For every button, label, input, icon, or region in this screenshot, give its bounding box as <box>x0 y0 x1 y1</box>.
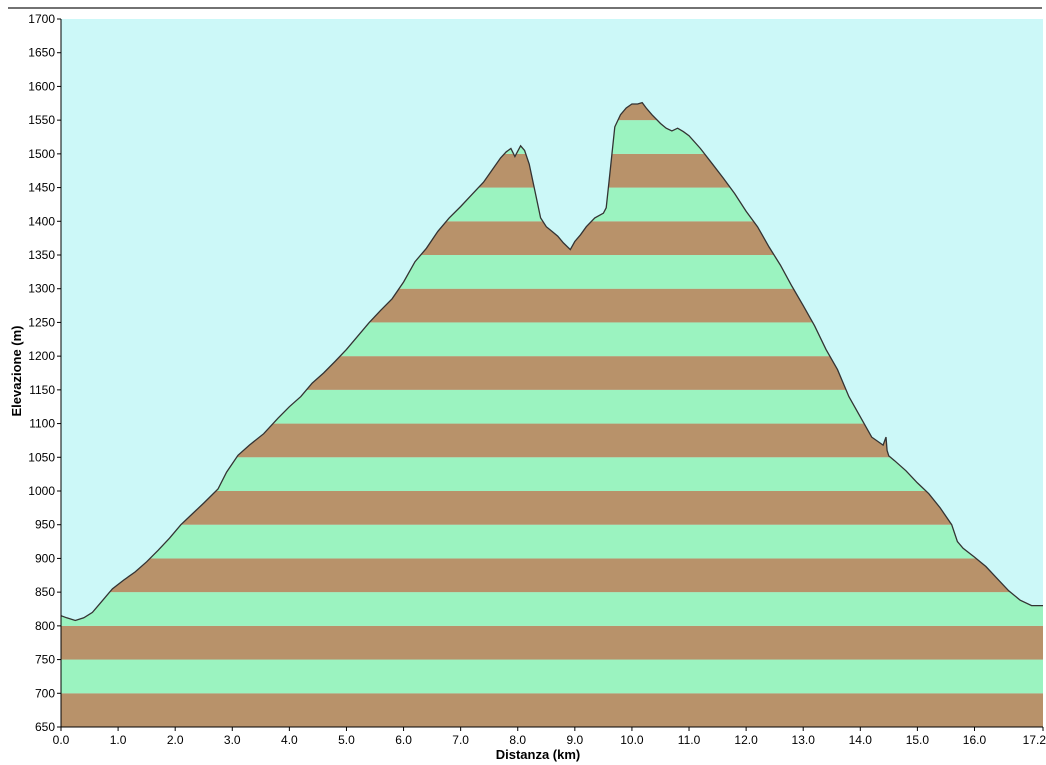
x-tick-label: 4.0 <box>281 733 298 747</box>
x-tick-label: 14.0 <box>849 733 873 747</box>
x-axis-title: Distanza (km) <box>496 747 581 762</box>
y-tick-label: 750 <box>35 653 55 667</box>
y-tick-label: 800 <box>35 619 55 633</box>
y-tick-label: 1100 <box>29 417 55 431</box>
y-tick-label: 700 <box>35 686 55 700</box>
y-tick-label: 1650 <box>28 46 55 60</box>
elevation-band <box>61 524 1043 559</box>
y-tick-label: 1450 <box>28 181 55 195</box>
y-tick-label: 1700 <box>28 12 55 26</box>
x-tick-label: 2.0 <box>167 733 184 747</box>
elevation-band <box>61 625 1043 660</box>
y-tick-label: 650 <box>35 720 55 734</box>
x-tick-label: 10.0 <box>620 733 644 747</box>
x-tick-label: 3.0 <box>224 733 241 747</box>
y-axis-title: Elevazione (m) <box>9 325 24 416</box>
y-tick-label: 1600 <box>28 79 55 93</box>
x-tick-label: 16.0 <box>963 733 987 747</box>
y-tick-label: 1400 <box>28 214 55 228</box>
x-tick-label: 12.0 <box>734 733 758 747</box>
elevation-band <box>61 491 1043 525</box>
y-tick-label: 1250 <box>28 315 55 329</box>
elevation-band <box>61 659 1043 694</box>
x-tick-label: 0.0 <box>53 733 70 747</box>
x-tick-label: 8.0 <box>509 733 526 747</box>
x-tick-label: 1.0 <box>110 733 127 747</box>
y-tick-label: 1350 <box>28 248 55 262</box>
x-tick-label: 6.0 <box>395 733 412 747</box>
x-tick-label: 9.0 <box>566 733 583 747</box>
elevation-band <box>61 592 1043 626</box>
elevation-band <box>61 693 1043 727</box>
x-tick-label: 7.0 <box>452 733 469 747</box>
y-tick-label: 1050 <box>28 450 55 464</box>
x-tick-label: 17.2 <box>1023 733 1046 747</box>
elevation-band <box>61 558 1043 593</box>
x-tick-label: 11.0 <box>678 733 701 747</box>
axes <box>60 19 1043 728</box>
x-tick-label: 13.0 <box>792 733 816 747</box>
y-tick-label: 850 <box>35 585 55 599</box>
y-tick-label: 900 <box>35 551 55 565</box>
y-tick-label: 1300 <box>28 282 55 296</box>
x-axis-ticks: 0.0 1.0 2.0 3.0 4.0 5.0 6.0 7.0 8.0 9.0 10.0 11.0 12… <box>53 727 1046 747</box>
y-tick-label: 950 <box>35 518 55 532</box>
y-tick-label: 1500 <box>28 147 55 161</box>
y-tick-label: 1000 <box>28 484 55 498</box>
x-tick-label: 15.0 <box>906 733 930 747</box>
y-tick-label: 1200 <box>28 349 55 363</box>
elevation-profile-line <box>60 101 1043 622</box>
x-tick-label: 5.0 <box>338 733 355 747</box>
y-tick-label: 1550 <box>28 113 55 127</box>
y-tick-label: 1150 <box>29 383 55 397</box>
y-axis-ticks: 650 700 750 800 850 900 950 1000 1050 1100 1150 120… <box>28 12 61 734</box>
